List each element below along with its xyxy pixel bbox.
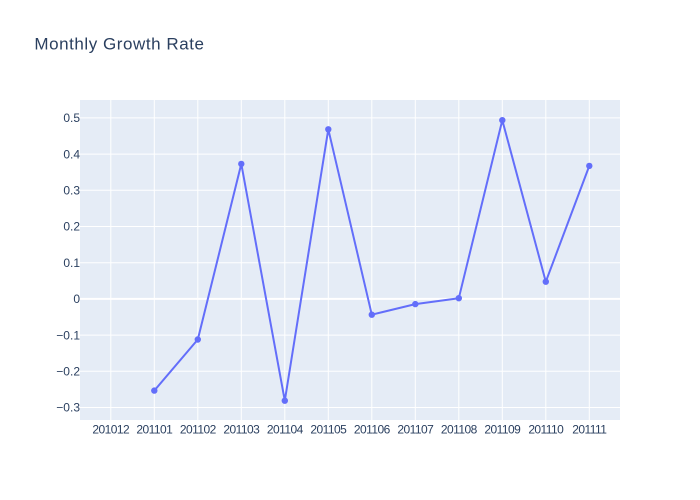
- svg-text:0: 0: [73, 292, 80, 306]
- svg-text:201103: 201103: [223, 423, 260, 437]
- svg-text:0.1: 0.1: [63, 256, 80, 270]
- svg-text:0.5: 0.5: [63, 111, 80, 125]
- svg-text:201105: 201105: [310, 423, 347, 437]
- svg-text:201012: 201012: [92, 423, 130, 437]
- svg-text:0.2: 0.2: [63, 220, 80, 234]
- svg-text:−0.3: −0.3: [56, 401, 80, 415]
- svg-text:201102: 201102: [180, 423, 217, 437]
- svg-text:201106: 201106: [354, 423, 391, 437]
- svg-text:201111: 201111: [572, 423, 607, 437]
- svg-text:0.4: 0.4: [63, 147, 80, 161]
- svg-text:−0.1: −0.1: [56, 328, 80, 342]
- svg-text:Monthly Growth Rate: Monthly Growth Rate: [34, 34, 204, 53]
- svg-text:201108: 201108: [441, 423, 478, 437]
- svg-text:201101: 201101: [136, 423, 173, 437]
- svg-text:201109: 201109: [484, 423, 521, 437]
- svg-text:−0.2: −0.2: [56, 365, 80, 379]
- svg-text:201110: 201110: [528, 423, 564, 437]
- svg-text:201104: 201104: [267, 423, 304, 437]
- svg-text:201107: 201107: [397, 423, 434, 437]
- svg-text:0.3: 0.3: [63, 184, 80, 198]
